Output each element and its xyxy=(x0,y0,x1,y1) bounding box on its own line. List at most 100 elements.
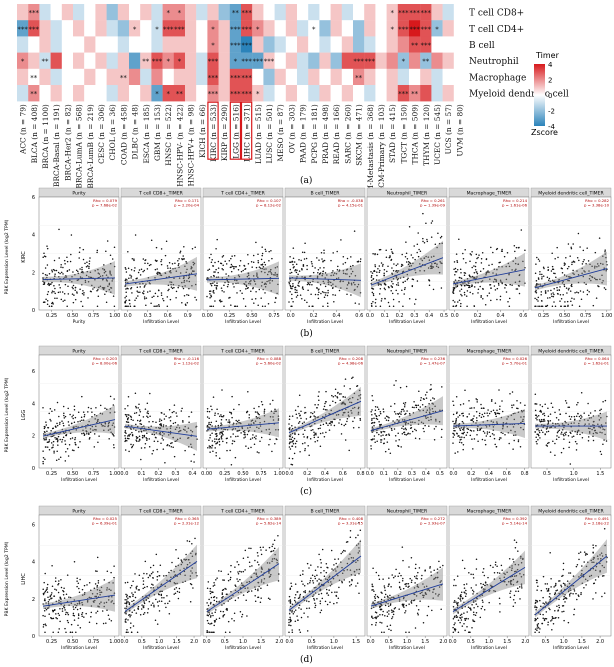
scatter-point xyxy=(99,594,101,596)
scatter-point xyxy=(419,409,421,412)
scatter-point xyxy=(151,296,153,298)
scatter-point xyxy=(226,428,229,431)
x-tick-label: 0.50 xyxy=(67,639,78,645)
scatter-point xyxy=(319,427,321,430)
scatter-point xyxy=(573,273,575,275)
scatter-point xyxy=(477,256,479,259)
scatter-point xyxy=(545,431,548,433)
scatter-point xyxy=(58,228,60,231)
scatter-point xyxy=(322,408,325,410)
scatter-point xyxy=(90,616,92,618)
scatter-point xyxy=(490,287,492,290)
scatter-point xyxy=(45,624,47,627)
scatter-point xyxy=(146,415,148,418)
scatter-point xyxy=(138,440,140,442)
scatter-point xyxy=(425,411,428,413)
scatter-point xyxy=(66,447,69,450)
scatter-point xyxy=(42,407,44,409)
scatter-point xyxy=(247,272,250,275)
scatter-point xyxy=(209,293,211,295)
scatter-point xyxy=(578,422,580,425)
regression-line xyxy=(534,268,608,289)
scatter-point xyxy=(168,600,171,602)
scatter-point xyxy=(320,572,322,574)
scatter-point xyxy=(209,451,211,453)
scatter-point xyxy=(169,432,172,435)
x-tick-label: 0.2 xyxy=(310,313,318,319)
scatter-point xyxy=(96,584,99,587)
x-tick-label: 0.0 xyxy=(124,313,132,319)
scatter-point xyxy=(251,437,254,439)
scatter-point xyxy=(294,596,296,599)
scatter-point xyxy=(552,422,554,425)
heatmap-cell xyxy=(386,85,398,102)
scatter-point xyxy=(260,430,263,433)
scatter-point xyxy=(46,430,48,433)
scatter-point xyxy=(46,293,49,296)
x-tick-label: 0.2 xyxy=(303,471,311,477)
scatter-point xyxy=(128,450,130,453)
scatter-point xyxy=(248,414,251,416)
heatmap-cell xyxy=(218,52,230,69)
scatter-point xyxy=(210,253,212,256)
scatter-point xyxy=(542,431,544,433)
scatter-point xyxy=(371,287,374,290)
scatter-point xyxy=(212,274,215,277)
scatter-point xyxy=(327,283,330,285)
heatmap-cell xyxy=(285,4,298,21)
scatter-point xyxy=(225,273,227,275)
scatter-point xyxy=(82,258,85,261)
scatter-point xyxy=(76,580,78,582)
scatter-point xyxy=(493,268,496,271)
scatter-point xyxy=(342,401,345,403)
scatter-point xyxy=(110,291,112,293)
scatter-point xyxy=(391,252,394,255)
heatmap-cell xyxy=(106,20,118,37)
scatter-point xyxy=(58,599,60,601)
scatter-point xyxy=(323,569,325,572)
scatter-point xyxy=(581,432,584,434)
scatter-point xyxy=(246,591,249,593)
scatter-point xyxy=(77,613,80,615)
scatter-point xyxy=(479,285,481,288)
heatmap-cell xyxy=(409,20,421,37)
confidence-band xyxy=(289,386,361,436)
scatter-point xyxy=(316,287,318,289)
scatter-point xyxy=(214,620,217,622)
x-tick-label: 0.25 xyxy=(224,313,235,319)
scatter-point xyxy=(61,441,63,443)
heatmap-cell xyxy=(196,4,208,21)
scatter-point xyxy=(297,422,300,424)
scatter-point xyxy=(177,264,180,267)
scatter-point xyxy=(435,425,437,428)
scatter-point xyxy=(223,291,225,293)
regression-line xyxy=(206,277,280,281)
scatter-point xyxy=(433,255,435,258)
scatter-point xyxy=(466,427,468,430)
scatter-point xyxy=(208,598,210,601)
scatter-point xyxy=(206,631,209,634)
scatter-point xyxy=(334,294,337,296)
scatter-point xyxy=(603,439,605,441)
scatter-point xyxy=(590,279,592,282)
scatter-point xyxy=(207,604,210,607)
scatter-point xyxy=(235,265,237,268)
scatter-point xyxy=(184,425,186,428)
scatter-point xyxy=(224,587,226,590)
scatter-point xyxy=(244,436,247,438)
scatter-point xyxy=(219,431,221,434)
scatter-point xyxy=(429,399,432,402)
scatter-point xyxy=(269,415,272,418)
scatter-point xyxy=(49,283,51,285)
scatter-point xyxy=(453,281,456,284)
heatmap-cell xyxy=(409,85,421,102)
scatter-point xyxy=(127,601,129,603)
scatter-point xyxy=(304,242,306,244)
scatter-point xyxy=(323,296,326,299)
heatmap-cell xyxy=(106,85,118,102)
scatter-point xyxy=(290,441,292,443)
scatter-point xyxy=(156,305,158,307)
scatter-point xyxy=(567,289,570,291)
scatter-point xyxy=(60,280,62,282)
scatter-point xyxy=(416,612,419,615)
